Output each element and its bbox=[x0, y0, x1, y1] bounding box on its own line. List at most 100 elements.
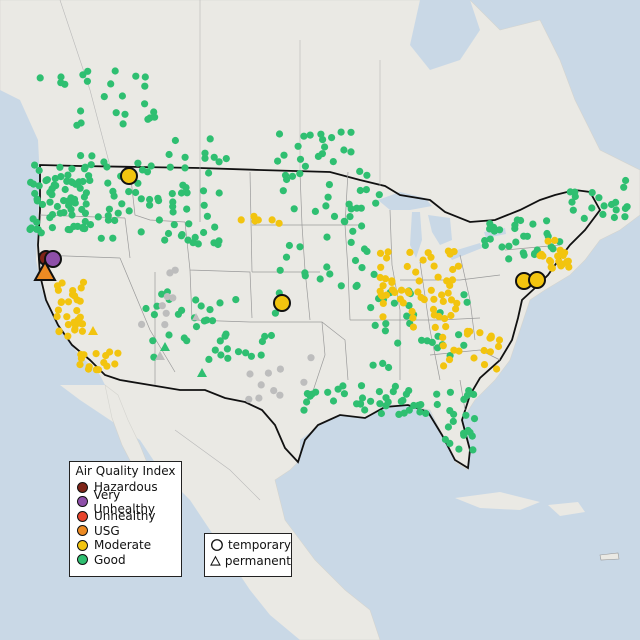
monitor-site-dot bbox=[495, 336, 504, 344]
monitor-site-dot bbox=[429, 305, 438, 313]
monitor-site-dot bbox=[595, 194, 603, 202]
monitor-site-dot bbox=[53, 313, 61, 321]
monitor-site-dot bbox=[466, 327, 474, 336]
monitor-site-dot bbox=[417, 293, 425, 302]
monitor-site-dot bbox=[427, 286, 435, 294]
monitor-site-dot bbox=[77, 284, 85, 292]
monitor-site-dot bbox=[323, 263, 331, 271]
monitor-site-dot bbox=[111, 67, 119, 75]
legend-label: Moderate bbox=[94, 538, 152, 553]
monitor-site-dot bbox=[161, 236, 169, 244]
monitor-site-dot bbox=[358, 394, 367, 402]
monitor-site-dot bbox=[300, 406, 308, 414]
monitor-site-dot bbox=[337, 128, 345, 136]
monitor-site-dot bbox=[490, 227, 498, 235]
monitor-site-dot bbox=[324, 193, 332, 201]
monitor-site-dot bbox=[247, 352, 255, 360]
monitor-site-dot bbox=[100, 359, 108, 367]
monitor-site-dot bbox=[68, 165, 76, 173]
monitor-site-dot bbox=[621, 213, 629, 221]
monitor-site-dot bbox=[31, 189, 39, 198]
monitor-site-dot bbox=[416, 408, 424, 416]
temporary-site-marker bbox=[528, 271, 546, 289]
monitor-site-dot bbox=[379, 313, 387, 321]
monitor-site-dot bbox=[418, 336, 426, 344]
monitor-site-dot bbox=[264, 369, 272, 377]
monitor-site-dot bbox=[460, 291, 468, 299]
monitor-site-dot bbox=[201, 154, 209, 162]
monitor-site-dot bbox=[415, 277, 423, 285]
monitor-site-dot bbox=[379, 299, 387, 307]
monitor-site-dot bbox=[340, 390, 348, 398]
monitor-site-dot bbox=[470, 390, 478, 398]
monitor-site-dot bbox=[442, 323, 450, 331]
monitor-site-dot bbox=[408, 307, 416, 316]
monitor-site-dot bbox=[559, 251, 567, 259]
monitor-site-dot bbox=[200, 201, 208, 209]
monitor-site-dot bbox=[334, 385, 342, 393]
gulf-of-mexico bbox=[300, 405, 470, 530]
monitor-site-dot bbox=[50, 181, 58, 189]
monitor-site-dot bbox=[177, 189, 186, 197]
monitor-site-dot bbox=[543, 217, 551, 225]
monitor-site-dot bbox=[444, 423, 452, 431]
monitor-site-dot bbox=[132, 188, 140, 197]
monitor-site-dot bbox=[200, 228, 208, 237]
monitor-site-dot bbox=[444, 289, 452, 297]
monitor-site-dot bbox=[321, 143, 329, 151]
monitor-site-dot bbox=[323, 233, 331, 241]
monitor-site-dot bbox=[119, 120, 127, 128]
monitor-site-dot bbox=[29, 215, 37, 223]
monitor-site-dot bbox=[77, 152, 85, 160]
monitor-site-dot bbox=[261, 332, 269, 340]
monitor-site-dot bbox=[85, 172, 93, 180]
monitor-site-dot bbox=[356, 186, 364, 195]
monitor-site-dot bbox=[505, 242, 513, 250]
monitor-site-dot bbox=[438, 291, 446, 299]
legend-item-good: Good bbox=[70, 553, 181, 568]
monitor-site-dot bbox=[377, 409, 385, 418]
legend-item-hazardous: Hazardous bbox=[70, 480, 181, 495]
monitor-site-dot bbox=[57, 73, 65, 81]
monitor-site-dot bbox=[168, 190, 176, 198]
monitor-site-dot bbox=[296, 155, 305, 163]
monitor-site-dot bbox=[433, 390, 441, 398]
monitor-site-dot bbox=[498, 243, 506, 251]
monitor-site-dot bbox=[424, 249, 432, 257]
monitor-site-dot bbox=[530, 250, 539, 259]
monitor-site-dot bbox=[328, 134, 336, 142]
monitor-site-dot bbox=[362, 186, 370, 194]
monitor-site-dot bbox=[455, 445, 463, 453]
monitor-site-dot bbox=[68, 211, 76, 219]
monitor-site-dot bbox=[367, 304, 375, 312]
monitor-site-dot bbox=[94, 213, 102, 221]
monitor-site-dot bbox=[403, 262, 411, 271]
monitor-site-dot bbox=[462, 411, 470, 419]
monitor-site-dot bbox=[141, 100, 149, 108]
monitor-site-dot bbox=[294, 142, 302, 150]
monitor-site-dot bbox=[169, 208, 177, 216]
monitor-site-dot bbox=[275, 219, 283, 227]
monitor-site-dot bbox=[77, 320, 86, 328]
monitor-site-dot bbox=[571, 188, 579, 196]
monitor-site-dot bbox=[565, 263, 573, 271]
monitor-site-dot bbox=[77, 107, 85, 115]
monitor-site-dot bbox=[564, 257, 572, 265]
monitor-site-dot bbox=[155, 216, 163, 224]
monitor-site-dot bbox=[268, 216, 276, 224]
legend-item-very-unhealthy: Very Unhealthy bbox=[70, 488, 181, 516]
monitor-site-dot bbox=[36, 74, 44, 82]
monitor-site-dot bbox=[513, 216, 521, 224]
monitor-site-dot bbox=[306, 131, 314, 139]
monitor-site-dot bbox=[322, 202, 330, 210]
monitor-site-dot bbox=[505, 255, 513, 263]
monitor-site-dot bbox=[340, 217, 348, 225]
monitor-site-dot bbox=[285, 241, 293, 250]
monitor-site-dot bbox=[430, 262, 438, 270]
monitor-site-dot bbox=[539, 252, 547, 260]
monitor-site-dot bbox=[346, 213, 354, 221]
monitor-site-dot bbox=[55, 327, 63, 335]
monitor-site-dot bbox=[381, 327, 389, 335]
monitor-site-dot bbox=[224, 354, 232, 362]
monitor-site-dot bbox=[388, 278, 396, 286]
